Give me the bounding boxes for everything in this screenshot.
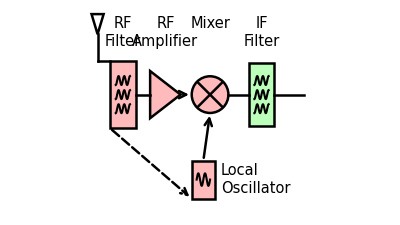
Text: RF
Amplifier: RF Amplifier — [132, 16, 198, 49]
Bar — [249, 63, 274, 126]
Circle shape — [192, 76, 228, 113]
Bar — [110, 61, 136, 128]
Text: IF
Filter: IF Filter — [243, 16, 280, 49]
Polygon shape — [92, 14, 104, 34]
Text: Mixer: Mixer — [190, 16, 230, 31]
Bar — [192, 161, 215, 199]
Text: Local
Oscillator: Local Oscillator — [221, 163, 290, 196]
Text: RF
Filter: RF Filter — [105, 16, 141, 49]
Polygon shape — [150, 71, 180, 118]
